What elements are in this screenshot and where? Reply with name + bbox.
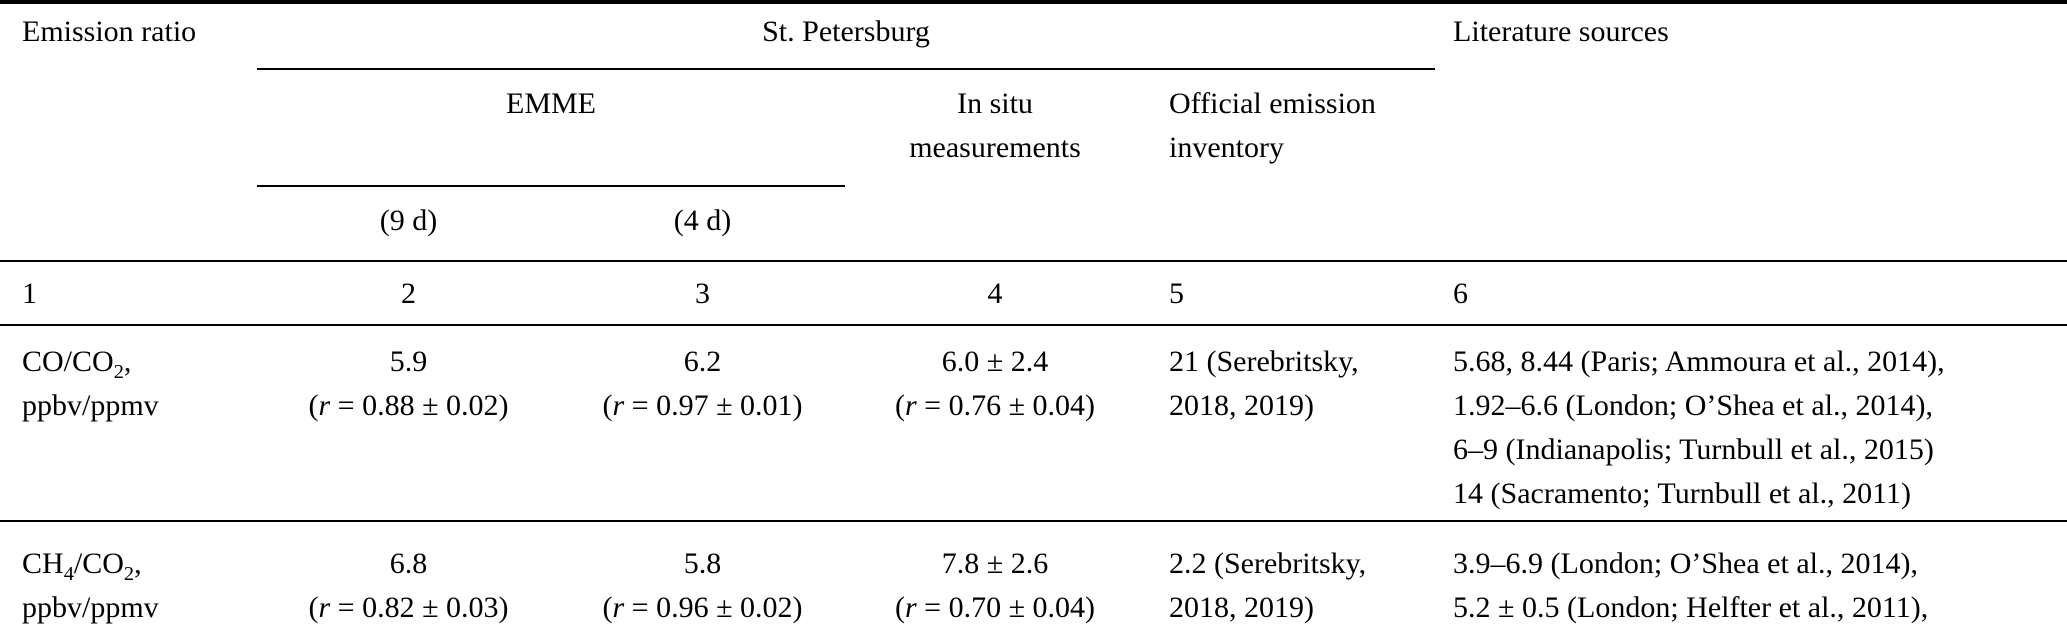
header-row-durations: (9 d) (4 d) (0, 186, 2067, 262)
column-number: 4 (845, 261, 1145, 326)
correlation-value: (r = 0.88 ± 0.02) (308, 389, 509, 422)
inventory-line: 2.2 (Serebritsky, (1169, 547, 1367, 580)
inventory-line: 2018, 2019) (1169, 591, 1314, 624)
literature-cell: 3.9–6.9 (London; O’Shea et al., 2014), 5… (1435, 521, 2067, 626)
species-cell: CH4/CO2, ppbv/ppmv (0, 521, 257, 626)
header-line: Official emission (1169, 87, 1376, 120)
literature-line: 1.92–6.6 (London; O’Shea et al., 2014), (1453, 389, 1933, 422)
column-number: 5 (1145, 261, 1436, 326)
header-line: measurements (909, 131, 1081, 164)
official-inventory-header: Official emission inventory (1145, 69, 1435, 186)
column-number: 1 (0, 261, 257, 326)
emme-4d-header: (4 d) (560, 186, 845, 262)
emme-group-header: EMME (257, 69, 845, 187)
header-row-subgroups: EMME In situ measurements Official emiss… (0, 69, 2067, 187)
header-row-groups: Emission ratio St. Petersburg Literature… (0, 2, 2067, 70)
literature-line: 5.68, 8.44 (Paris; Ammoura et al., 2014)… (1453, 345, 1945, 378)
inventory-cell: 2.2 (Serebritsky, 2018, 2019) (1145, 521, 1435, 626)
in-situ-header: In situ measurements (845, 69, 1145, 186)
column-number: 2 (257, 261, 560, 326)
literature-sources-header: Literature sources (1453, 15, 1669, 48)
emme-9d-cell: 5.9 (r = 0.88 ± 0.02) (257, 325, 560, 522)
ratio-value: 6.0 ± 2.4 (941, 345, 1049, 378)
inventory-cell: 21 (Serebritsky, 2018, 2019) (1145, 325, 1436, 522)
emme-4d-cell: 5.8 (r = 0.96 ± 0.02) (560, 521, 845, 626)
literature-cell: 5.68, 8.44 (Paris; Ammoura et al., 2014)… (1435, 325, 2067, 522)
correlation-value: (r = 0.82 ± 0.03) (308, 591, 509, 624)
emission-ratio-header: Emission ratio (22, 15, 197, 48)
spacer-cell (845, 186, 1145, 262)
column-number: 3 (560, 261, 845, 326)
stpetersburg-group-header: St. Petersburg (257, 2, 1436, 70)
spacer-cell (1435, 69, 2067, 186)
ratio-value: 6.2 (683, 345, 722, 378)
ratio-value: 5.9 (389, 345, 428, 378)
emme-4d-cell: 6.2 (r = 0.97 ± 0.01) (560, 325, 845, 522)
literature-line: 5.2 ± 0.5 (London; Helfter et al., 2011)… (1453, 591, 1929, 624)
ratio-value: 6.8 (389, 547, 428, 580)
literature-line: 3.9–6.9 (London; O’Shea et al., 2014), (1453, 547, 1918, 580)
species-cell: CO/CO2, ppbv/ppmv (0, 325, 257, 522)
spacer-cell (1145, 186, 1436, 262)
table-row-ch4-co2: CH4/CO2, ppbv/ppmv 6.8 (r = 0.82 ± 0.03)… (0, 521, 2067, 626)
species-formula: CO/CO2, (22, 345, 132, 383)
literature-line: 6–9 (Indianapolis; Turnbull et al., 2015… (1453, 433, 1934, 466)
species-formula: CH4/CO2, (22, 547, 142, 585)
spacer-cell (0, 69, 257, 186)
species-unit: ppbv/ppmv (22, 389, 159, 422)
table-row-co-co2: CO/CO2, ppbv/ppmv 5.9 (r = 0.88 ± 0.02) … (0, 325, 2067, 522)
spacer-cell (1435, 186, 2067, 262)
correlation-value: (r = 0.96 ± 0.02) (602, 591, 803, 624)
column-number: 6 (1435, 261, 2067, 326)
spacer-cell (0, 186, 257, 262)
correlation-value: (r = 0.76 ± 0.04) (894, 389, 1096, 422)
species-unit: ppbv/ppmv (22, 591, 159, 624)
correlation-value: (r = 0.97 ± 0.01) (602, 389, 803, 422)
header-line: In situ (957, 87, 1033, 120)
ratio-value: 7.8 ± 2.6 (941, 547, 1049, 580)
emme-9d-cell: 6.8 (r = 0.82 ± 0.03) (257, 521, 560, 626)
emme-9d-header: (9 d) (257, 186, 560, 262)
inventory-line: 2018, 2019) (1169, 389, 1314, 422)
column-number-row: 1 2 3 4 5 6 (0, 261, 2067, 326)
header-line: inventory (1169, 131, 1284, 164)
in-situ-cell: 7.8 ± 2.6 (r = 0.70 ± 0.04) (845, 521, 1145, 626)
correlation-value: (r = 0.70 ± 0.04) (894, 591, 1096, 624)
ratio-value: 5.8 (683, 547, 722, 580)
inventory-line: 21 (Serebritsky, (1169, 345, 1359, 378)
literature-line: 14 (Sacramento; Turnbull et al., 2011) (1453, 477, 1912, 510)
in-situ-cell: 6.0 ± 2.4 (r = 0.76 ± 0.04) (845, 325, 1145, 522)
